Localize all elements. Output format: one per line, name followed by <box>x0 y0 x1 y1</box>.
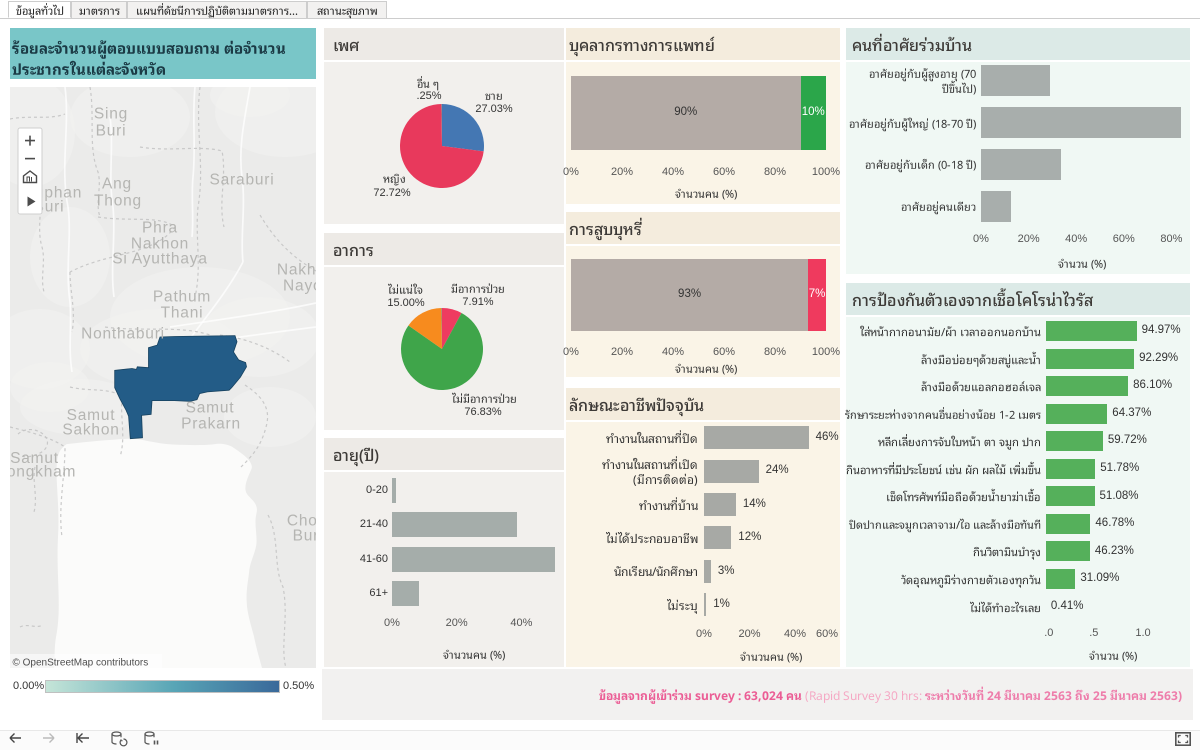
svg-text:Thong: Thong <box>94 192 142 209</box>
svg-text:Si Ayutthaya: Si Ayutthaya <box>112 250 208 267</box>
svg-text:Thani: Thani <box>161 304 204 321</box>
svg-text:Prakarn: Prakarn <box>181 415 241 432</box>
svg-text:Pathum: Pathum <box>153 288 211 305</box>
svg-text:Samut: Samut <box>67 407 116 424</box>
svg-text:Ang: Ang <box>102 175 132 192</box>
svg-text:Buri: Buri <box>293 527 316 544</box>
svg-text:Nakhon: Nakhon <box>277 261 316 278</box>
svg-text:Chon: Chon <box>287 512 316 529</box>
svg-text:Nonthaburi: Nonthaburi <box>81 325 165 342</box>
svg-text:Sing: Sing <box>94 105 128 122</box>
svg-text:Samut: Samut <box>10 450 59 467</box>
svg-text:Sakhon: Sakhon <box>62 421 119 438</box>
svg-text:Phra: Phra <box>142 219 178 236</box>
svg-text:© OpenStreetMap contributors: © OpenStreetMap contributors <box>13 658 149 669</box>
svg-text:Samut: Samut <box>186 399 235 416</box>
svg-text:Nayok: Nayok <box>283 277 316 294</box>
svg-text:Songkham: Songkham <box>10 464 76 481</box>
svg-text:Nakhon: Nakhon <box>131 235 189 252</box>
svg-text:Saraburi: Saraburi <box>210 171 275 188</box>
svg-text:Buri: Buri <box>96 122 127 139</box>
